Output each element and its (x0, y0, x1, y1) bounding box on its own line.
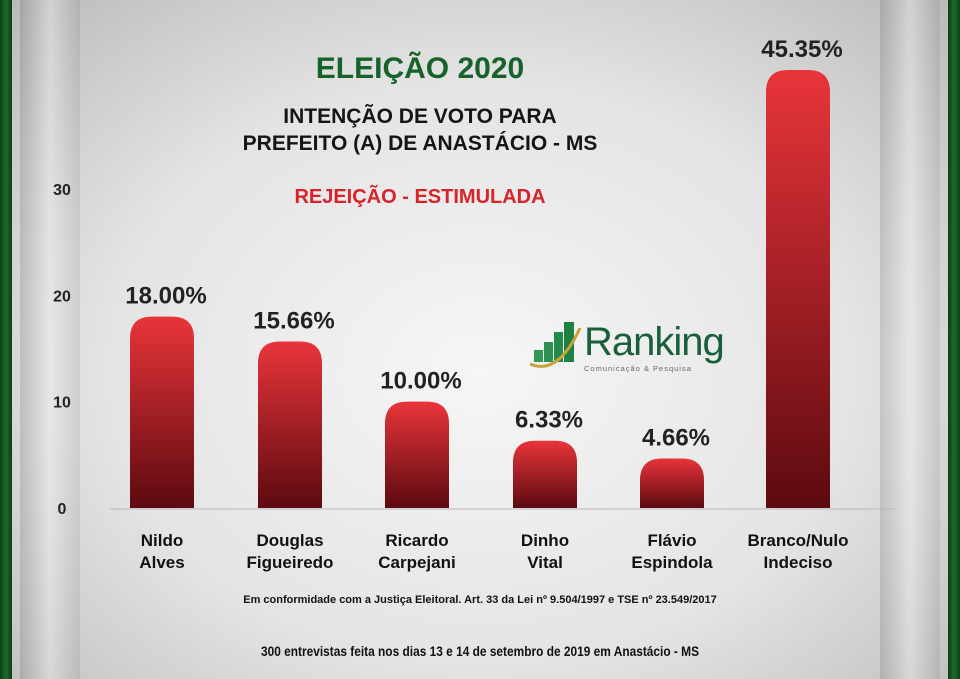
ranking-logo-icon (529, 322, 582, 368)
x-tick-label: Vital (527, 553, 563, 572)
logo-wordmark: Ranking (584, 320, 725, 364)
x-tick-label: Indeciso (764, 553, 833, 572)
y-tick-label: 20 (53, 288, 71, 305)
x-tick-label: Branco/Nulo (747, 531, 848, 550)
bar (258, 341, 322, 508)
y-tick-label: 30 (53, 182, 71, 199)
bar (130, 316, 194, 508)
bar (766, 70, 830, 508)
data-label: 6.33% (515, 407, 583, 434)
right-green-border (948, 0, 960, 679)
sample-note: 300 entrevistas feita nos dias 13 e 14 d… (260, 643, 700, 659)
bar (640, 458, 704, 508)
y-tick-label: 10 (53, 395, 71, 412)
bar (385, 401, 449, 508)
ranking-logo: Ranking Comunicação & Pesquisa (528, 320, 725, 380)
x-tick-label: Ricardo (385, 531, 448, 550)
curtain-fold (20, 0, 80, 679)
bar (513, 440, 577, 508)
x-tick-label: Flávio (647, 531, 696, 550)
curtain-fold (880, 0, 940, 679)
x-tick-label: Espindola (631, 553, 713, 572)
x-tick-label: Alves (139, 553, 184, 572)
x-tick-label: Douglas (256, 531, 323, 550)
data-label: 18.00% (125, 283, 206, 310)
data-label: 10.00% (380, 368, 461, 395)
left-green-border (0, 0, 12, 679)
subtitle-line-1: INTENÇÃO DE VOTO PARA (283, 105, 557, 128)
data-label: 45.35% (761, 36, 842, 63)
subtitle-rejeicao: REJEIÇÃO - ESTIMULADA (294, 186, 546, 208)
legal-note: Em conformidade com a Justiça Eleitoral.… (243, 594, 717, 606)
y-tick-label: 0 (58, 501, 67, 518)
x-tick-label: Carpejani (378, 553, 455, 572)
x-tick-label: Nildo (141, 531, 184, 550)
chart-subtitle: INTENÇÃO DE VOTO PARA PREFEITO (A) DE AN… (0, 103, 900, 157)
logo-tagline: Comunicação & Pesquisa (584, 364, 692, 373)
chart-title: ELEIÇÃO 2020 (315, 52, 525, 85)
x-tick-label: Dinho (521, 531, 569, 550)
data-label: 15.66% (253, 307, 334, 334)
x-tick-label: Figueiredo (247, 553, 334, 572)
subtitle-line-2: PREFEITO (A) DE ANASTÁCIO - MS (242, 132, 598, 155)
data-label: 4.66% (642, 424, 710, 451)
